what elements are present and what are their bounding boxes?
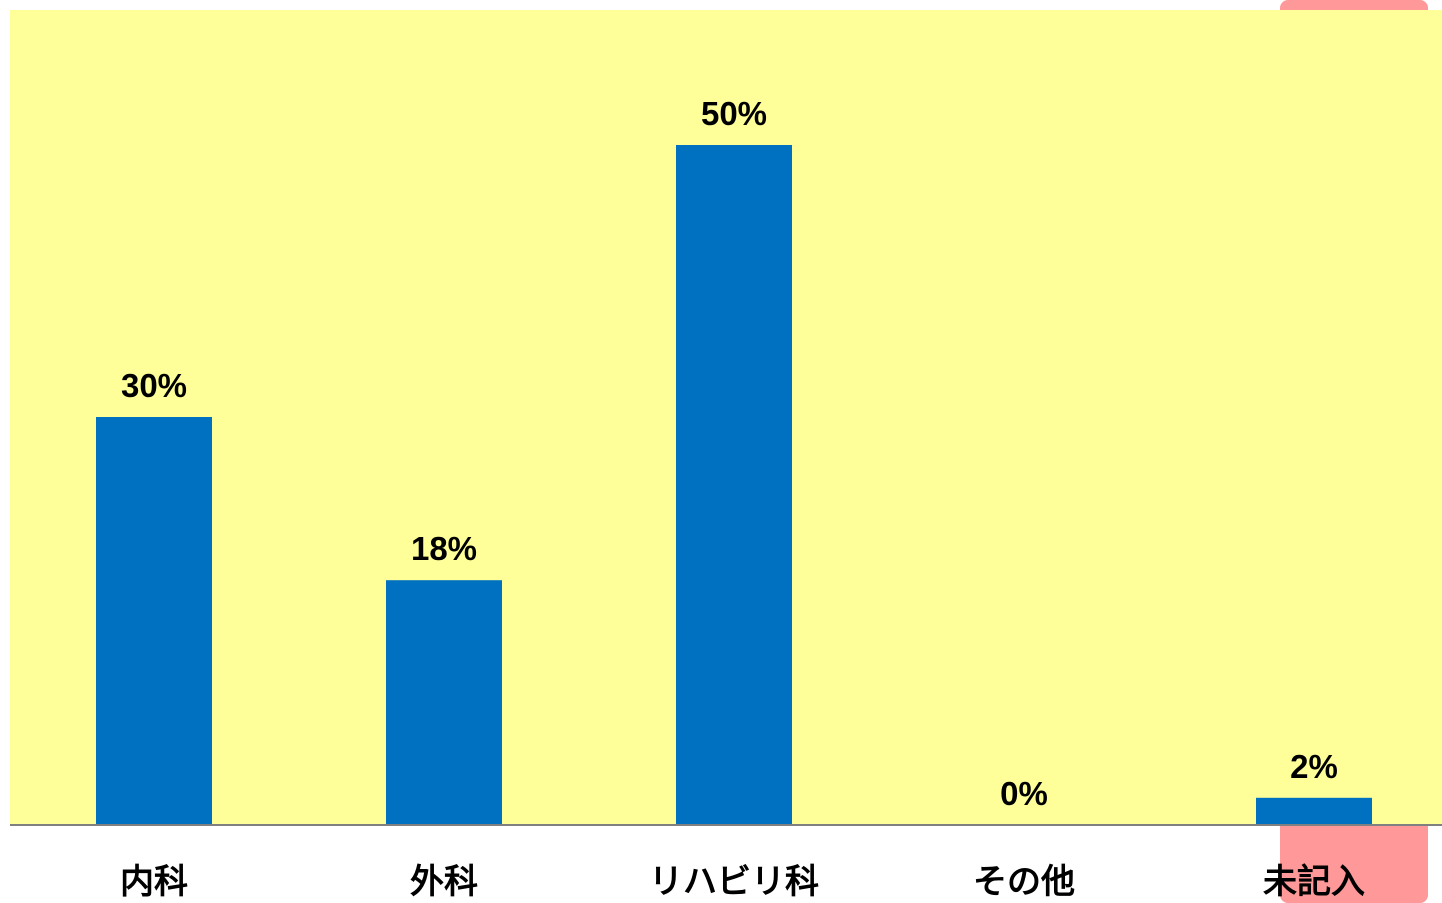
bar-0 bbox=[96, 417, 212, 825]
bar-2 bbox=[676, 145, 792, 825]
bar-4 bbox=[1256, 797, 1372, 825]
value-label-4: 2% bbox=[1290, 748, 1338, 785]
category-label-4: 未記入 bbox=[1263, 862, 1365, 902]
bar-1 bbox=[386, 580, 502, 825]
bars-group bbox=[96, 145, 1372, 825]
category-labels-group: 内科 外科 リハビリ科 その他 未記入 bbox=[120, 862, 1365, 902]
category-label-1: 外科 bbox=[410, 862, 478, 902]
category-label-0: 内科 bbox=[120, 862, 188, 902]
value-label-0: 30% bbox=[121, 367, 187, 404]
value-label-2: 50% bbox=[701, 95, 767, 132]
value-labels-group: 30% 18% 50% 0% 2% bbox=[121, 95, 1338, 812]
category-label-3: その他 bbox=[973, 862, 1075, 902]
value-label-3: 0% bbox=[1000, 775, 1048, 812]
value-label-1: 18% bbox=[411, 530, 477, 567]
category-label-2: リハビリ科 bbox=[649, 862, 819, 902]
